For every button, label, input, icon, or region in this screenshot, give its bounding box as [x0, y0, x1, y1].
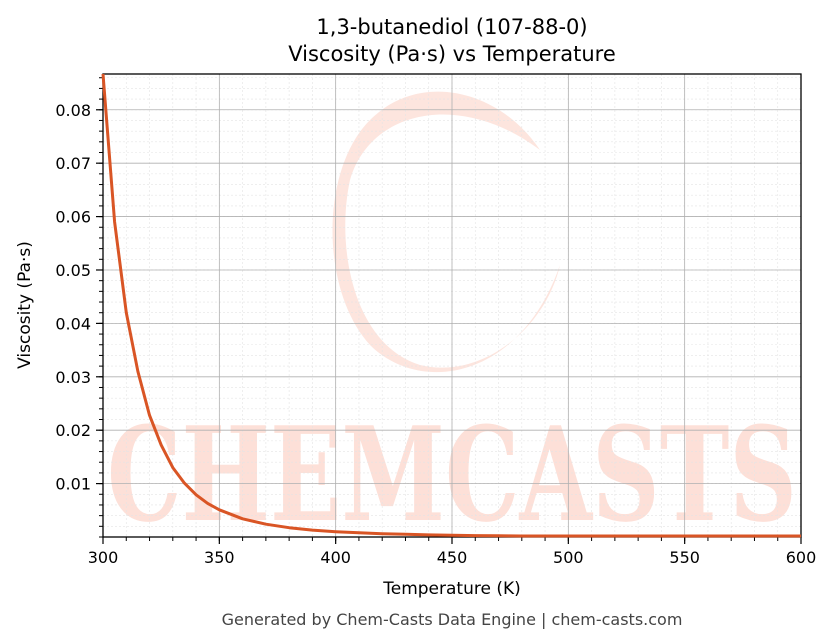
- y-tick-label: 0.02: [55, 421, 91, 440]
- x-tick-label: 400: [320, 548, 351, 567]
- y-tick-label: 0.01: [55, 475, 91, 494]
- x-tick-label: 550: [669, 548, 700, 567]
- y-tick-label: 0.06: [55, 208, 91, 227]
- x-axis-label: Temperature (K): [382, 579, 521, 599]
- chart-subtitle: Viscosity (Pa·s) vs Temperature: [288, 42, 616, 66]
- y-tick-label: 0.03: [55, 368, 91, 387]
- y-tick-label: 0.04: [55, 314, 91, 333]
- watermark-logo-icon: [332, 91, 560, 373]
- chart-title: 1,3-butanediol (107-88-0): [316, 15, 587, 39]
- x-tick-label: 350: [204, 548, 235, 567]
- x-tick-label: 500: [553, 548, 584, 567]
- y-tick-label: 0.08: [55, 101, 91, 120]
- y-axis-label: Viscosity (Pa·s): [15, 241, 35, 369]
- footer-credit: Generated by Chem-Casts Data Engine | ch…: [222, 610, 683, 629]
- x-tick-label: 600: [786, 548, 817, 567]
- x-tick-label: 300: [88, 548, 119, 567]
- x-tick-label: 450: [437, 548, 468, 567]
- series-line: [101, 73, 801, 538]
- axis-ticks: 300 350 400 450 500 550 600 0.01 0.02 0.03 0.04 0.0…: [55, 77, 817, 567]
- y-tick-label: 0.05: [55, 261, 91, 280]
- y-tick-label: 0.07: [55, 154, 91, 173]
